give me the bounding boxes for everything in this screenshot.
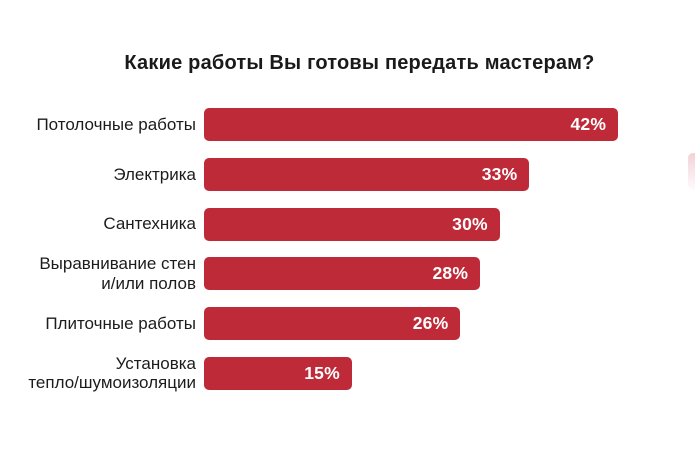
- value-label: 28%: [432, 263, 469, 284]
- bar-track: 28%: [204, 257, 660, 291]
- value-label: 15%: [304, 362, 340, 383]
- chart-row: Плиточные работы 26%: [0, 299, 660, 349]
- chart-row: Выравнивание стен и/или полов 28%: [0, 249, 660, 299]
- bar-track: 26%: [204, 307, 660, 341]
- cropped-bar-fragment: [688, 153, 695, 190]
- chart-row: Установка тепло/шумоизоляции 15%: [0, 348, 660, 398]
- bar: 26%: [204, 307, 461, 341]
- category-label: Плиточные работы: [45, 313, 196, 333]
- bar: 28%: [204, 257, 481, 291]
- bar-track: 30%: [204, 207, 660, 241]
- bar: 15%: [204, 356, 352, 390]
- chart-row: Потолочные работы 42%: [0, 100, 660, 150]
- value-label: 26%: [412, 313, 449, 334]
- chart-row: Сантехника 30%: [0, 199, 660, 249]
- category-label: Потолочные работы: [36, 115, 196, 135]
- category-label: Сантехника: [103, 214, 196, 234]
- bar-track: 33%: [204, 158, 660, 192]
- bar: 33%: [204, 158, 530, 192]
- bar: 42%: [204, 108, 619, 142]
- category-label: Выравнивание стен и/или полов: [39, 254, 196, 293]
- chart-title: Какие работы Вы готовы передать мастерам…: [124, 52, 595, 74]
- bar: 30%: [204, 207, 500, 241]
- chart-rows: Потолочные работы 42% Электрика 33% Сант…: [0, 100, 660, 398]
- value-label: 30%: [452, 213, 488, 234]
- chart-row: Электрика 33%: [0, 150, 660, 200]
- category-label: Электрика: [113, 164, 196, 184]
- value-label: 42%: [570, 114, 607, 135]
- bar-track: 42%: [204, 108, 660, 142]
- bar-track: 15%: [204, 356, 660, 390]
- value-label: 33%: [481, 164, 518, 185]
- category-label: Установка тепло/шумоизоляции: [28, 353, 196, 393]
